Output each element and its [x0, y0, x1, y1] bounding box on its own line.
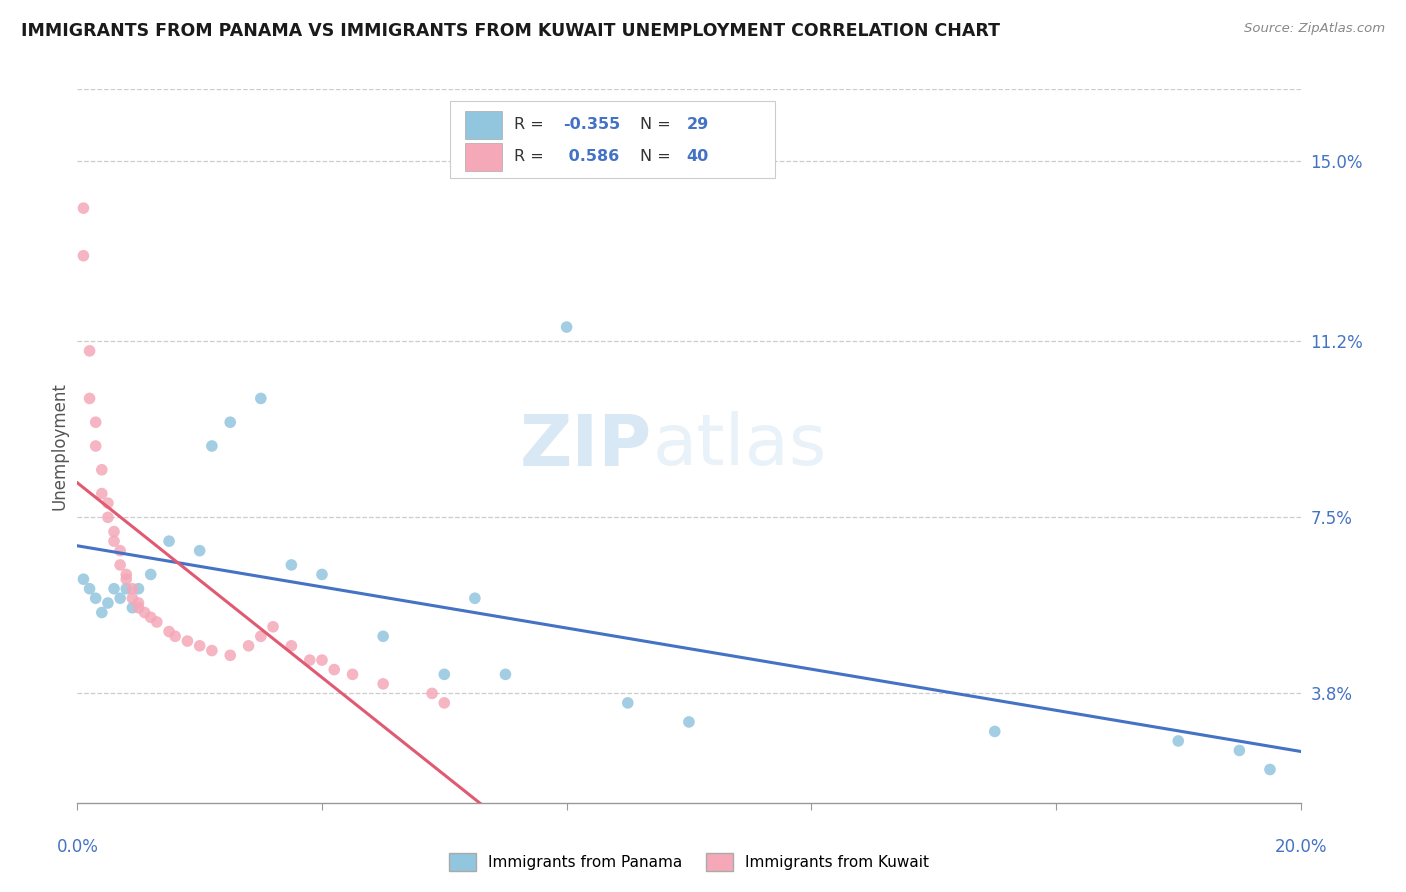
- Point: [201, 643, 224, 657]
- Point: [72, 201, 94, 215]
- Point: [188, 543, 211, 558]
- Point: [280, 639, 302, 653]
- Point: [262, 620, 284, 634]
- Point: [188, 639, 211, 653]
- Point: [115, 582, 138, 596]
- Point: [90, 486, 112, 500]
- FancyBboxPatch shape: [465, 111, 502, 139]
- FancyBboxPatch shape: [465, 143, 502, 171]
- Point: [464, 591, 486, 606]
- Point: [84, 439, 107, 453]
- Point: [134, 606, 156, 620]
- Text: 40: 40: [686, 150, 709, 164]
- Text: 20.0%: 20.0%: [1274, 838, 1327, 856]
- Point: [84, 591, 107, 606]
- Point: [108, 543, 131, 558]
- Point: [250, 392, 273, 406]
- Point: [103, 582, 125, 596]
- Text: 29: 29: [686, 117, 709, 132]
- Point: [617, 696, 640, 710]
- Point: [176, 634, 198, 648]
- Text: N =: N =: [640, 150, 676, 164]
- Point: [420, 686, 443, 700]
- Point: [984, 724, 1007, 739]
- Point: [371, 629, 394, 643]
- Point: [128, 600, 150, 615]
- Point: [371, 677, 394, 691]
- Point: [219, 648, 242, 663]
- Text: IMMIGRANTS FROM PANAMA VS IMMIGRANTS FROM KUWAIT UNEMPLOYMENT CORRELATION CHART: IMMIGRANTS FROM PANAMA VS IMMIGRANTS FRO…: [21, 22, 1000, 40]
- Point: [1229, 743, 1251, 757]
- Legend: Immigrants from Panama, Immigrants from Kuwait: Immigrants from Panama, Immigrants from …: [443, 847, 935, 877]
- Point: [250, 629, 273, 643]
- Point: [115, 572, 138, 586]
- Point: [121, 591, 143, 606]
- Point: [433, 667, 456, 681]
- Point: [72, 572, 94, 586]
- Point: [103, 534, 125, 549]
- Point: [72, 249, 94, 263]
- Point: [108, 591, 131, 606]
- Point: [555, 320, 578, 334]
- Point: [342, 667, 364, 681]
- Point: [219, 415, 242, 429]
- Point: [128, 596, 150, 610]
- Point: [139, 610, 162, 624]
- Point: [139, 567, 162, 582]
- Point: [146, 615, 169, 629]
- Point: [97, 496, 120, 510]
- Point: [323, 663, 346, 677]
- Point: [108, 558, 131, 572]
- Point: [97, 596, 120, 610]
- Point: [90, 606, 112, 620]
- Text: ZIP: ZIP: [520, 411, 652, 481]
- FancyBboxPatch shape: [450, 102, 775, 178]
- Text: Source: ZipAtlas.com: Source: ZipAtlas.com: [1244, 22, 1385, 36]
- Point: [495, 667, 517, 681]
- Point: [79, 392, 101, 406]
- Text: 0.586: 0.586: [562, 150, 619, 164]
- Point: [1167, 734, 1189, 748]
- Point: [121, 600, 143, 615]
- Point: [433, 696, 456, 710]
- Point: [1258, 763, 1281, 777]
- Point: [238, 639, 260, 653]
- Text: N =: N =: [640, 117, 676, 132]
- Point: [201, 439, 224, 453]
- Point: [157, 534, 180, 549]
- Point: [79, 582, 101, 596]
- Point: [311, 567, 333, 582]
- Text: 0.0%: 0.0%: [56, 838, 98, 856]
- Point: [115, 567, 138, 582]
- Point: [280, 558, 302, 572]
- Point: [79, 343, 101, 358]
- Point: [90, 463, 112, 477]
- Text: atlas: atlas: [652, 411, 827, 481]
- Point: [84, 415, 107, 429]
- Point: [121, 582, 143, 596]
- Text: -0.355: -0.355: [562, 117, 620, 132]
- Text: R =: R =: [515, 150, 548, 164]
- Point: [103, 524, 125, 539]
- Point: [128, 582, 150, 596]
- Text: R =: R =: [515, 117, 548, 132]
- Point: [97, 510, 120, 524]
- Y-axis label: Unemployment: Unemployment: [51, 382, 69, 510]
- Point: [157, 624, 180, 639]
- Point: [298, 653, 321, 667]
- Point: [311, 653, 333, 667]
- Point: [678, 714, 700, 729]
- Point: [165, 629, 187, 643]
